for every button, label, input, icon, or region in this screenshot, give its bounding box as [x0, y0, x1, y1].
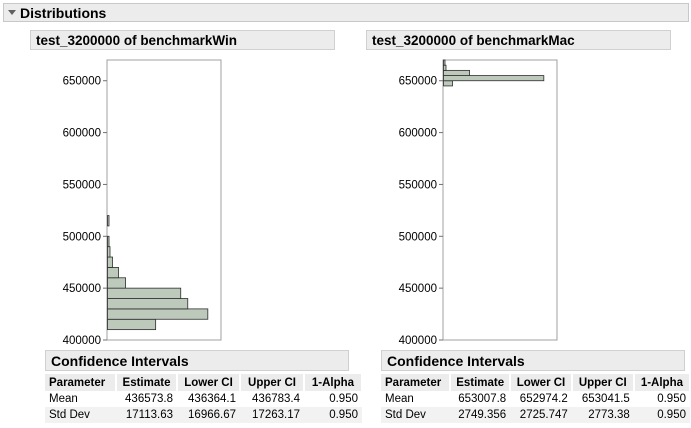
col-estimate: Estimate: [450, 374, 512, 391]
histogram-plot-win: 400000 450000 500000 550000 600000 650000: [63, 59, 222, 347]
ci-header-row: Parameter Estimate Lower CI Upper CI 1-A…: [45, 374, 363, 391]
cell: 2773.38: [571, 407, 634, 423]
col-parameter: Parameter: [45, 374, 117, 391]
distributions-outline-header[interactable]: Distributions: [3, 3, 689, 22]
histogram-bar: [107, 256, 113, 268]
histogram-bar: [443, 64, 447, 71]
col-1-alpha: 1-Alpha: [633, 374, 691, 391]
cell: 16966.67: [177, 407, 240, 423]
histogram-bar: [107, 215, 110, 227]
col-parameter: Parameter: [381, 374, 452, 391]
distribution-panel-win: test_3200000 of benchmarkWin 400000 45000…: [30, 30, 335, 425]
table-row: Mean 653007.8 652974.2 653041.5 0.950: [381, 391, 690, 407]
disclosure-triangle-icon[interactable]: [8, 10, 16, 15]
cell: 436364.1: [188, 393, 236, 405]
col-upper-ci: Upper CI: [571, 374, 635, 391]
y-tick-label: 600000: [63, 128, 101, 140]
col-1-alpha: 1-Alpha: [304, 374, 363, 391]
y-tick-label: 500000: [63, 231, 101, 243]
ci-title: Confidence Intervals: [387, 352, 525, 369]
ci-table-win: Parameter Estimate Lower CI Upper CI 1-A…: [45, 374, 363, 423]
y-tick-label: 550000: [399, 179, 437, 191]
panel-title: test_3200000 of benchmarkWin: [36, 32, 237, 48]
cell: 0.950: [304, 407, 362, 423]
y-tick-label: 450000: [399, 283, 437, 295]
cell: 2749.356: [450, 407, 511, 423]
y-tick-label: 650000: [399, 76, 437, 88]
histogram-bar: [107, 318, 157, 331]
histogram-bar: [107, 287, 182, 299]
histogram-bar: [107, 246, 111, 258]
ci-header-mac[interactable]: Confidence Intervals: [381, 350, 685, 371]
y-tick-label: 550000: [63, 179, 101, 191]
cell: 652974.2: [519, 393, 568, 405]
plot-frame: [442, 59, 558, 341]
cell: 436573.8: [125, 393, 173, 405]
distribution-panel-mac: test_3200000 of benchmarkMac 400000 45000…: [366, 30, 671, 425]
cell: 0.950: [633, 407, 690, 423]
col-lower-ci: Lower CI: [510, 374, 573, 391]
panel-header[interactable]: test_3200000 of benchmarkMac: [366, 30, 671, 50]
cell: 17113.63: [116, 407, 177, 423]
y-tick-label: 650000: [63, 76, 101, 88]
histogram-bar: [443, 75, 545, 82]
histogram-bar: [107, 298, 189, 310]
y-tick-label: 500000: [399, 231, 437, 243]
histogram-plot-mac: 400000 450000 500000 550000 600000 650000: [399, 59, 558, 347]
histogram-bar: [107, 277, 126, 289]
panel-header[interactable]: test_3200000 of benchmarkWin: [30, 30, 335, 50]
table-row: Std Dev 2749.356 2725.747 2773.38 0.950: [381, 407, 690, 423]
cell: 653041.5: [581, 393, 630, 405]
col-upper-ci: Upper CI: [240, 374, 305, 391]
cell: 17263.17: [240, 407, 304, 423]
histogram-bar: [443, 59, 446, 66]
col-lower-ci: Lower CI: [177, 374, 241, 391]
cell: 653007.8: [458, 393, 507, 405]
y-tick-label: 450000: [63, 283, 101, 295]
table-row: Mean 436573.8 436364.1 436783.4 0.950: [45, 391, 362, 407]
histogram-bar: [107, 308, 209, 320]
ci-table-mac: Parameter Estimate Lower CI Upper CI 1-A…: [381, 374, 691, 423]
cell: Mean: [385, 393, 414, 405]
histogram-bar: [107, 267, 119, 279]
table-row: Std Dev 17113.63 16966.67 17263.17 0.950: [45, 407, 362, 423]
y-tick-label: 400000: [399, 335, 437, 347]
histogram-bar: [107, 235, 110, 248]
ci-title: Confidence Intervals: [51, 352, 189, 369]
cell: 0.950: [657, 393, 686, 405]
cell: Std Dev: [381, 407, 451, 423]
outline-title: Distributions: [20, 4, 107, 21]
cell: Mean: [49, 393, 78, 405]
cell: 0.950: [329, 393, 358, 405]
cell: 2725.747: [510, 407, 572, 423]
ci-header-win[interactable]: Confidence Intervals: [45, 350, 349, 371]
ci-header-row: Parameter Estimate Lower CI Upper CI 1-A…: [381, 374, 691, 391]
col-estimate: Estimate: [116, 374, 178, 391]
panel-title: test_3200000 of benchmarkMac: [372, 32, 575, 48]
y-tick-label: 400000: [63, 335, 101, 347]
y-tick-label: 600000: [399, 128, 437, 140]
histogram-bar: [443, 80, 453, 87]
cell: 436783.4: [252, 393, 300, 405]
cell: Std Dev: [45, 407, 116, 423]
histogram-bar: [443, 69, 470, 76]
